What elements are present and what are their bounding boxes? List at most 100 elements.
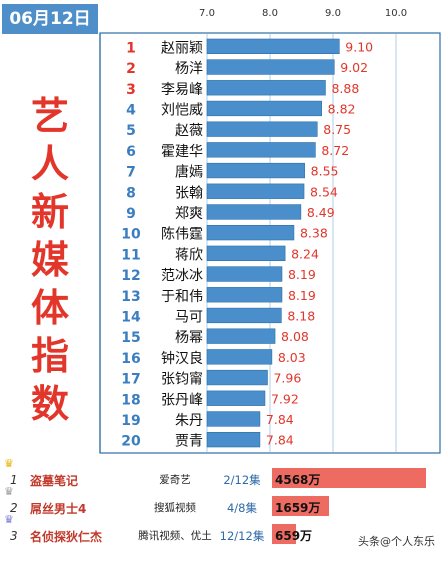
score-label: 8.19 xyxy=(288,267,316,282)
score-label: 8.19 xyxy=(288,288,316,303)
drama-views: 4568万 xyxy=(275,473,321,487)
score-label: 8.72 xyxy=(321,143,349,158)
x-tick-label: 10.0 xyxy=(385,8,407,19)
x-tick-label: 7.0 xyxy=(199,8,215,19)
rank-label: 12 xyxy=(121,268,140,284)
artist-name: 杨洋 xyxy=(175,61,203,77)
score-bar xyxy=(206,349,273,365)
score-bar xyxy=(206,80,326,96)
artist-name: 马可 xyxy=(175,309,203,325)
rank-label: 9 xyxy=(126,206,136,222)
title-char: 媒 xyxy=(30,238,69,282)
artist-name: 朱丹 xyxy=(175,413,203,429)
rank-label: 1 xyxy=(126,40,136,56)
artist-name: 赵丽颖 xyxy=(161,40,203,56)
artist-name: 李易峰 xyxy=(161,82,203,98)
score-label: 7.84 xyxy=(266,433,294,448)
artist-name: 贾青 xyxy=(175,434,203,450)
score-label: 8.08 xyxy=(281,329,309,344)
score-label: 8.55 xyxy=(311,164,339,179)
score-label: 8.82 xyxy=(328,101,356,116)
artist-name: 陈伟霆 xyxy=(161,226,203,243)
artist-name: 钟汉良 xyxy=(161,350,203,367)
rank-label: 20 xyxy=(121,434,141,450)
drama-episodes: 12/12集 xyxy=(219,529,265,543)
artist-name: 杨幂 xyxy=(175,330,203,346)
rank-label: 15 xyxy=(121,330,140,346)
rank-label: 18 xyxy=(121,392,140,408)
rank-label: 16 xyxy=(121,351,140,367)
drama-views-bar xyxy=(272,468,426,488)
score-bar xyxy=(206,266,283,282)
score-label: 9.02 xyxy=(340,60,368,75)
score-label: 7.84 xyxy=(266,412,294,427)
drama-ranking: ♛ 1 盗墓笔记 爱奇艺 2/12集 4568万 ♛ 2 屌丝男士4 搜狐视频 … xyxy=(0,457,446,566)
title-char: 人 xyxy=(30,142,69,186)
drama-rank: 1 xyxy=(10,473,18,487)
drama-title: 盗墓笔记 xyxy=(30,474,79,488)
artist-name: 于和伟 xyxy=(161,289,203,305)
drama-rank: 3 xyxy=(10,529,18,543)
vertical-title: 艺 人 新 媒 体 指 数 xyxy=(24,92,76,428)
artist-name: 霍建华 xyxy=(161,144,203,160)
rank-label: 14 xyxy=(121,309,141,325)
crown-icon: ♛ xyxy=(4,485,14,498)
score-label: 8.24 xyxy=(291,246,319,261)
score-bar xyxy=(206,369,268,386)
title-char: 艺 xyxy=(30,94,69,138)
score-bar xyxy=(206,328,276,344)
title-char: 新 xyxy=(30,190,69,234)
drama-platform: 搜狐视频 xyxy=(154,502,196,514)
score-bar xyxy=(206,245,286,261)
ranking-chart: 7.0 8.0 9.0 10.0 1 赵丽颖 9.10 2 杨洋 9.02 3 李易峰 8.88 4 刘恺威… xyxy=(99,8,441,454)
score-bar xyxy=(206,431,261,448)
drama-views-bar xyxy=(272,496,329,516)
score-label: 8.49 xyxy=(307,205,335,220)
artist-name: 郑爽 xyxy=(175,206,203,222)
score-bar xyxy=(206,287,283,303)
drama-rank: 2 xyxy=(10,501,18,515)
rank-label: 8 xyxy=(126,185,136,201)
score-bar xyxy=(206,38,340,54)
artist-name: 张翰 xyxy=(175,185,203,201)
rank-label: 5 xyxy=(126,123,136,139)
rank-label: 11 xyxy=(121,247,140,263)
score-bar xyxy=(206,59,335,75)
title-char: 指 xyxy=(30,334,69,378)
drama-title: 屌丝男士4 xyxy=(30,502,87,516)
drama-row: ♛ 2 屌丝男士4 搜狐视频 4/8集 1659万 xyxy=(0,485,446,517)
drama-title: 名侦探狄仁杰 xyxy=(30,530,103,544)
score-label: 8.03 xyxy=(278,350,306,365)
drama-row: ♛ 3 名侦探狄仁杰 腾讯视频、优土 12/12集 659万 xyxy=(0,513,446,545)
rank-label: 17 xyxy=(121,372,140,388)
artist-name: 蒋欣 xyxy=(175,247,203,263)
date-badge: 06月12日 xyxy=(2,4,98,34)
artist-name: 范冰冰 xyxy=(161,267,203,284)
score-label: 8.75 xyxy=(323,122,351,137)
rank-label: 7 xyxy=(126,165,136,181)
score-bar xyxy=(206,225,295,241)
artist-name: 唐嫣 xyxy=(175,164,203,181)
crown-icon: ♛ xyxy=(4,457,14,470)
score-bar xyxy=(206,183,305,199)
title-char: 数 xyxy=(30,382,69,426)
score-bar xyxy=(206,411,261,427)
rank-label: 4 xyxy=(126,102,136,118)
score-label: 7.92 xyxy=(271,391,299,406)
rank-label: 10 xyxy=(121,227,141,243)
artist-name: 张丹峰 xyxy=(161,392,203,408)
artist-name: 刘恺威 xyxy=(161,102,203,118)
rank-label: 2 xyxy=(126,61,136,77)
score-label: 8.54 xyxy=(310,184,338,199)
score-label: 7.96 xyxy=(273,371,301,386)
drama-platform: 爱奇艺 xyxy=(159,474,191,486)
x-tick-label: 9.0 xyxy=(325,8,341,19)
score-label: 9.10 xyxy=(345,39,373,54)
rank-label: 13 xyxy=(121,289,140,305)
drama-platform: 腾讯视频、优土 xyxy=(138,530,212,542)
x-tick-label: 8.0 xyxy=(262,8,278,19)
drama-views-bar xyxy=(272,524,296,544)
rank-label: 3 xyxy=(126,82,136,98)
title-char: 体 xyxy=(30,286,69,330)
rank-label: 6 xyxy=(126,144,136,160)
